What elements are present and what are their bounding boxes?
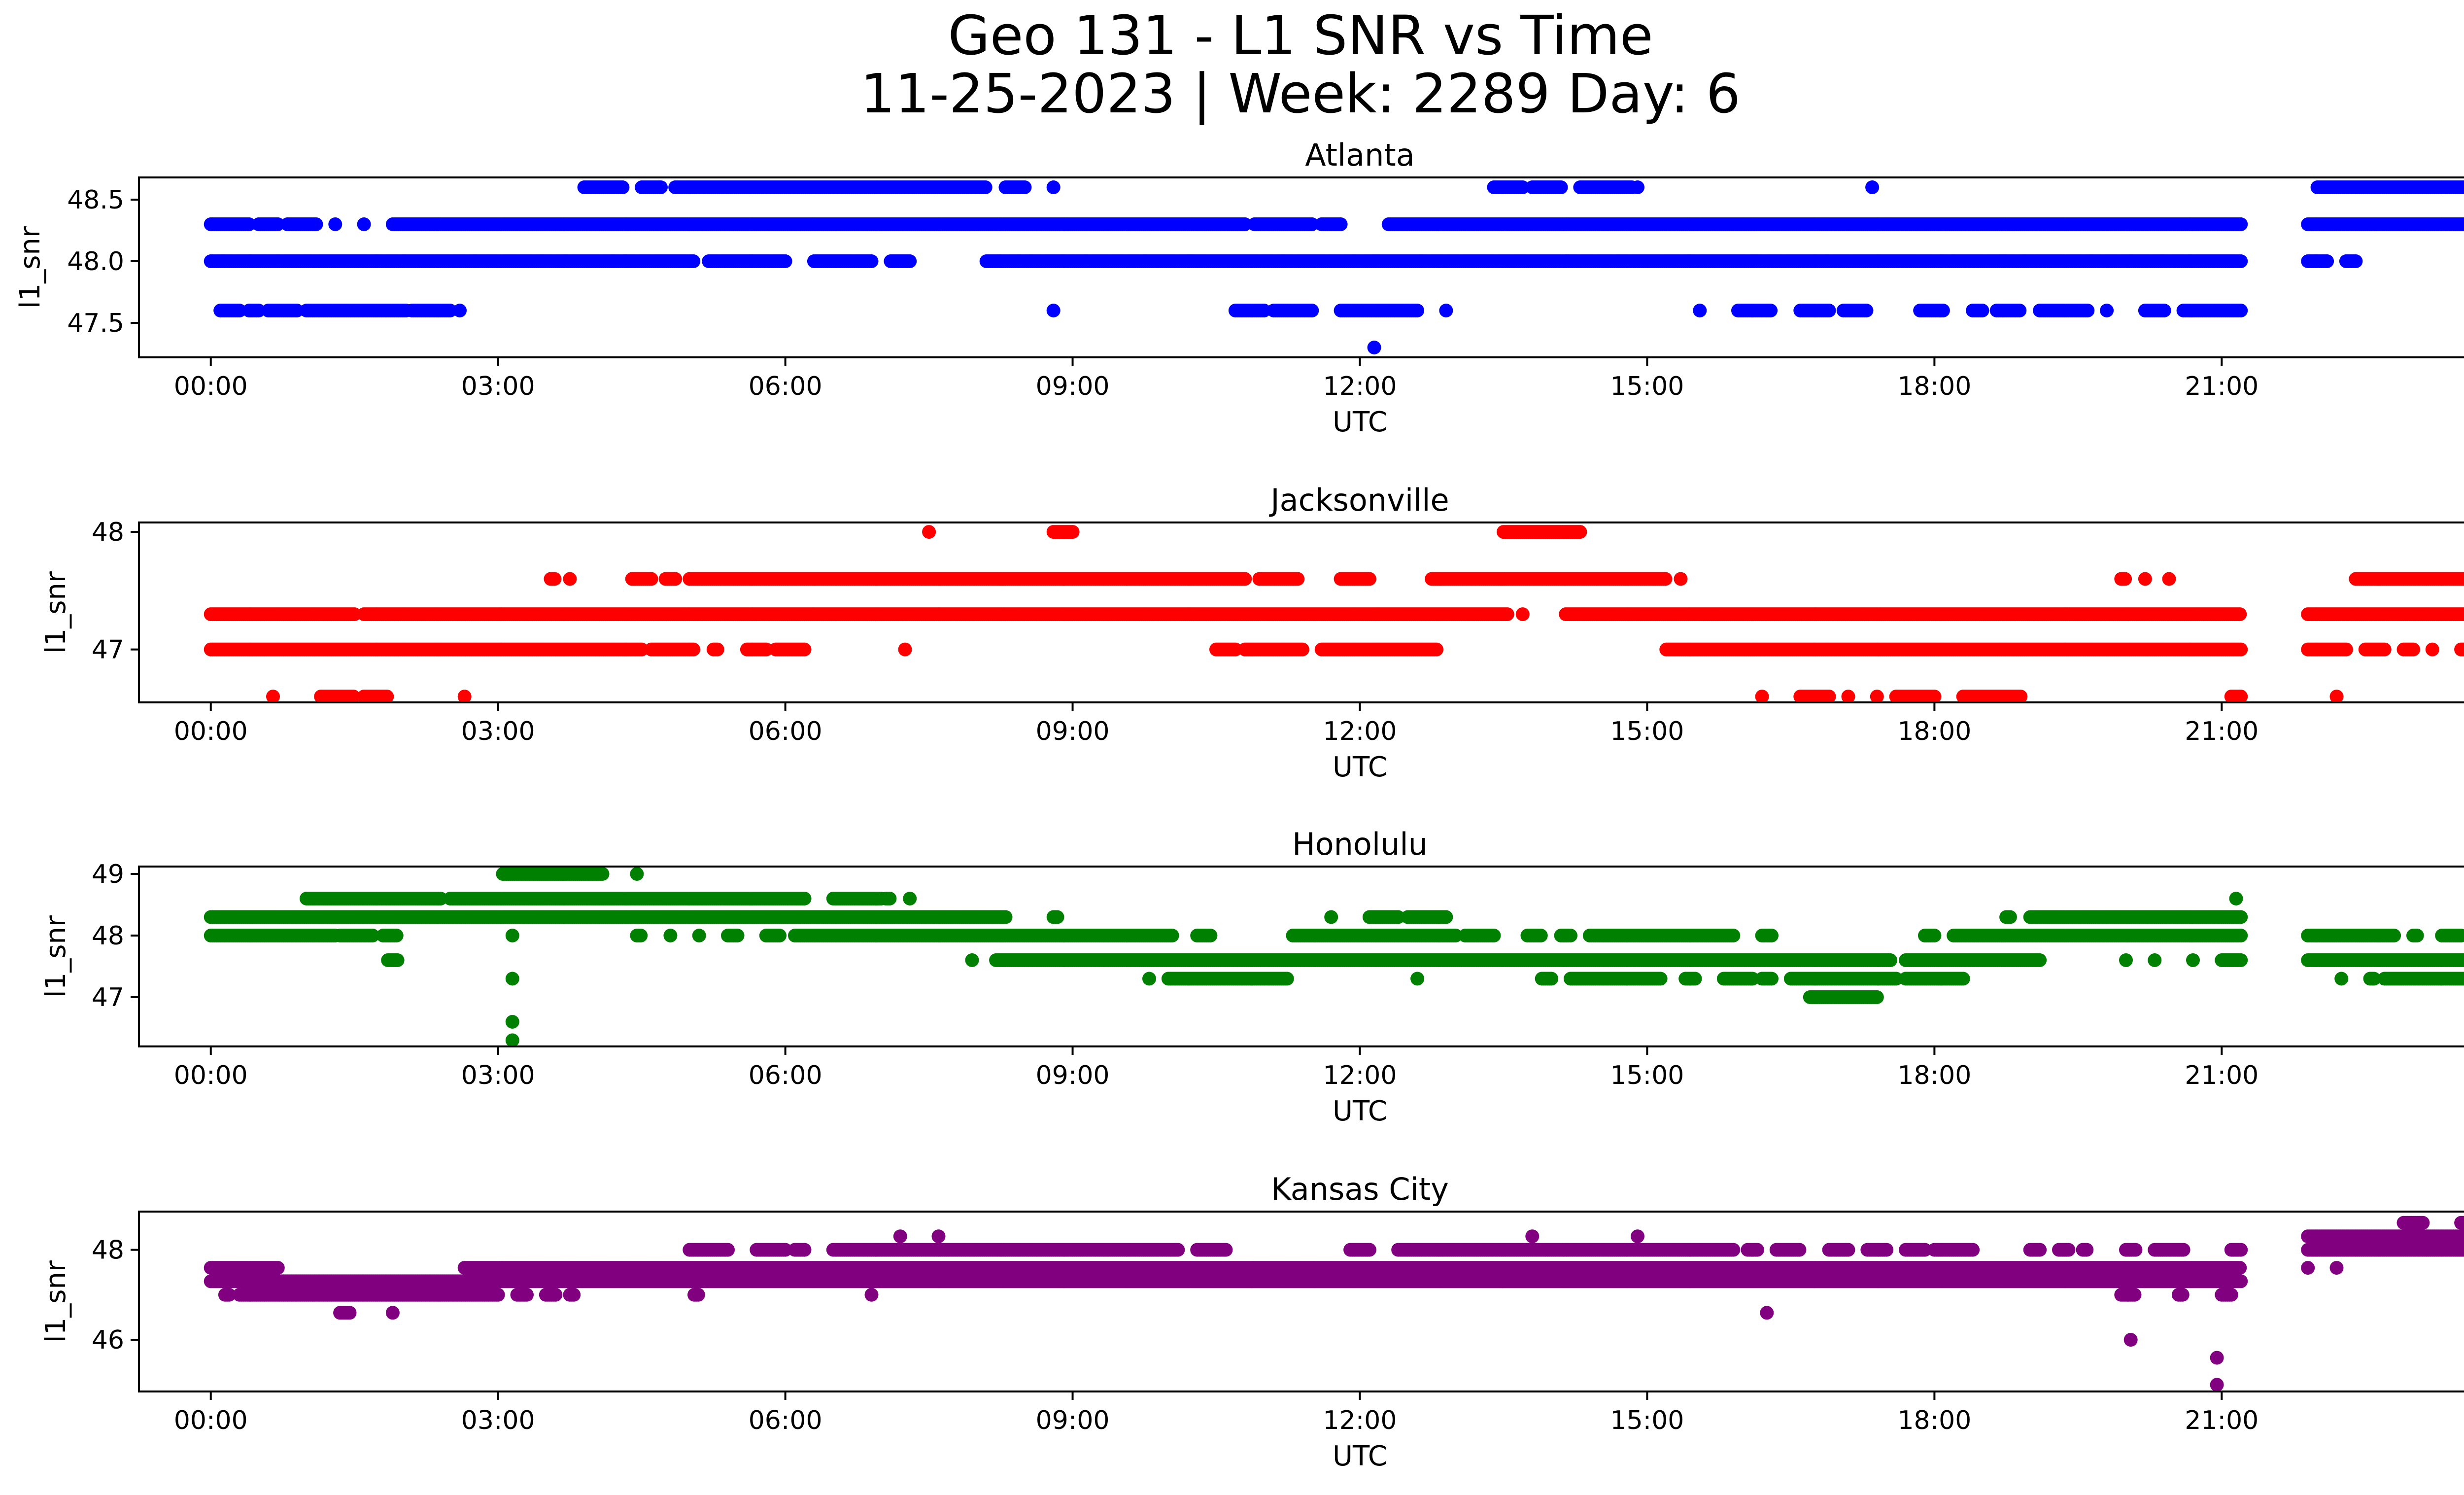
data-point xyxy=(2377,642,2392,657)
data-point xyxy=(2349,254,2363,268)
data-point xyxy=(1046,180,1061,194)
data-point xyxy=(1693,304,1707,317)
x-tick-label: 06:00 xyxy=(749,372,822,401)
y-tick-label: 48.0 xyxy=(67,247,124,277)
data-point xyxy=(2462,219,2464,230)
data-point xyxy=(1764,304,1778,317)
data-point xyxy=(1295,642,1309,657)
x-tick-label: 21:00 xyxy=(2185,372,2259,401)
subplot-title: Atlanta xyxy=(1305,137,1414,173)
data-point xyxy=(1554,180,1568,194)
x-tick-label: 00:00 xyxy=(174,372,248,401)
data-point xyxy=(453,304,467,317)
data-points xyxy=(204,180,2464,354)
x-tick-label: 09:00 xyxy=(1036,372,1110,401)
data-point xyxy=(2406,642,2420,657)
data-point xyxy=(864,254,879,268)
data-point xyxy=(686,642,701,657)
data-point xyxy=(309,217,323,231)
data-point xyxy=(2462,609,2464,620)
data-point xyxy=(290,304,304,317)
data-point xyxy=(347,607,362,622)
data-point xyxy=(759,642,773,657)
data-point xyxy=(328,217,342,231)
data-point xyxy=(2320,254,2334,268)
data-point xyxy=(1046,304,1061,317)
data-point xyxy=(271,217,285,231)
data-point xyxy=(2013,304,2027,317)
x-axis-label: UTC xyxy=(1333,406,1387,438)
figure-title-line2: 11-25-2023 | Week: 2289 Day: 6 xyxy=(860,62,1741,126)
data-point xyxy=(1238,217,1252,231)
data-point xyxy=(233,304,246,317)
data-point xyxy=(2339,642,2353,657)
y-tick-label: 47.5 xyxy=(67,309,124,338)
data-point xyxy=(2234,217,2248,231)
data-point xyxy=(1305,217,1319,231)
x-tick-label: 03:00 xyxy=(461,372,535,401)
data-point xyxy=(242,217,256,231)
x-tick-label: 18:00 xyxy=(1897,372,1971,401)
data-point xyxy=(563,572,577,586)
subplots: Atlanta 00:00 03:00 06:00 09:00 12:00 15:00 18:… xyxy=(14,137,2464,1472)
data-point xyxy=(778,254,792,268)
data-point xyxy=(1410,304,1425,317)
data-point xyxy=(1367,341,1381,354)
data-point xyxy=(616,180,630,194)
data-point xyxy=(710,642,724,657)
data-point xyxy=(2425,642,2439,657)
subplot-title: Jacksonville xyxy=(1268,482,1449,518)
data-point xyxy=(1975,304,1989,317)
data-point xyxy=(2081,304,2095,317)
data-point xyxy=(1305,304,1319,317)
data-point xyxy=(2233,607,2247,622)
data-point xyxy=(1334,217,1348,231)
data-point xyxy=(1936,304,1950,317)
y-tick-label: 48.5 xyxy=(67,185,124,215)
data-point xyxy=(1859,304,1874,317)
data-point xyxy=(1515,180,1530,194)
data-point xyxy=(2462,182,2464,193)
data-point xyxy=(797,642,812,657)
data-point xyxy=(1228,642,1242,657)
figure-title-line1: Geo 131 - L1 SNR vs Time xyxy=(948,4,1653,67)
data-point xyxy=(978,180,992,194)
data-point xyxy=(654,180,668,194)
data-point xyxy=(2157,304,2171,317)
y-axis-label: l1_snr xyxy=(14,226,46,309)
data-points xyxy=(204,525,2464,702)
x-tick-label: 12:00 xyxy=(1323,372,1397,401)
data-point xyxy=(644,572,658,586)
data-point xyxy=(668,572,683,586)
data-point xyxy=(2100,304,2114,317)
data-point xyxy=(443,304,457,317)
data-point xyxy=(1865,180,1880,194)
data-point xyxy=(357,217,371,231)
data-point xyxy=(2234,254,2248,268)
data-point xyxy=(1430,642,1443,657)
data-point xyxy=(2234,304,2248,317)
data-point xyxy=(2462,644,2464,655)
data-point xyxy=(686,254,701,268)
data-point xyxy=(898,642,912,657)
data-point xyxy=(903,254,917,268)
data-point xyxy=(1439,304,1453,317)
data-point xyxy=(1018,180,1032,194)
subplot-atlanta: Atlanta 00:00 03:00 06:00 09:00 12:00 15:00 18:… xyxy=(14,137,2464,438)
data-point xyxy=(251,304,266,317)
data-point xyxy=(548,572,562,586)
data-point xyxy=(1631,180,1644,194)
data-point xyxy=(635,642,649,657)
data-point xyxy=(1822,304,1836,317)
x-tick-label: 15:00 xyxy=(1610,372,1684,401)
data-point xyxy=(1515,607,1530,622)
data-point xyxy=(2234,642,2248,657)
data-point xyxy=(1257,304,1271,317)
data-point xyxy=(1500,607,1514,622)
